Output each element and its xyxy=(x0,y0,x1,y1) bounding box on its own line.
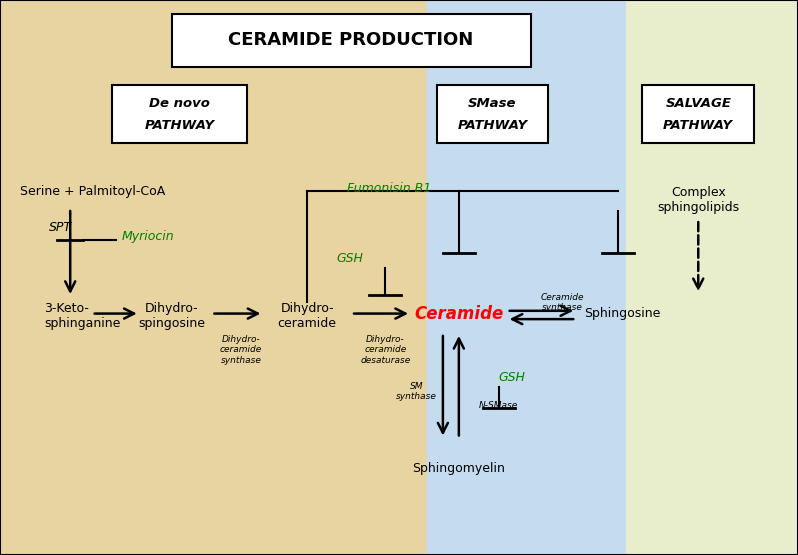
Text: De novo: De novo xyxy=(149,97,210,110)
Text: Complex
sphingolipids: Complex sphingolipids xyxy=(658,186,739,214)
FancyBboxPatch shape xyxy=(172,14,531,67)
Text: SALVAGE: SALVAGE xyxy=(666,97,731,110)
Text: SMase: SMase xyxy=(468,97,516,110)
Text: GSH: GSH xyxy=(336,251,363,265)
Text: N-SMase: N-SMase xyxy=(479,401,519,410)
Text: Sphingomyelin: Sphingomyelin xyxy=(413,462,505,476)
Text: Serine + Palmitoyl-CoA: Serine + Palmitoyl-CoA xyxy=(20,185,165,198)
Text: SPT: SPT xyxy=(49,221,72,234)
Bar xyxy=(626,0,798,555)
Text: GSH: GSH xyxy=(498,371,525,384)
Text: Sphingosine: Sphingosine xyxy=(584,307,661,320)
Text: Dihydro-
ceramide
desaturase: Dihydro- ceramide desaturase xyxy=(361,335,410,365)
Text: Dihydro-
ceramide
synthase: Dihydro- ceramide synthase xyxy=(220,335,262,365)
Text: Ceramide
synthase: Ceramide synthase xyxy=(541,293,584,312)
Text: PATHWAY: PATHWAY xyxy=(663,119,733,133)
Text: CERAMIDE PRODUCTION: CERAMIDE PRODUCTION xyxy=(228,31,474,49)
Text: Fumonisin B1: Fumonisin B1 xyxy=(347,182,432,195)
Text: Dihydro-
ceramide: Dihydro- ceramide xyxy=(278,302,337,330)
Text: Dihydro-
spingosine: Dihydro- spingosine xyxy=(138,302,205,330)
Text: 3-Keto-
sphinganine: 3-Keto- sphinganine xyxy=(44,302,120,330)
Text: Ceramide: Ceramide xyxy=(414,305,504,322)
Bar xyxy=(427,0,626,555)
Text: Myriocin: Myriocin xyxy=(121,230,174,243)
FancyBboxPatch shape xyxy=(437,84,548,143)
FancyBboxPatch shape xyxy=(642,84,754,143)
Text: PATHWAY: PATHWAY xyxy=(144,119,215,133)
Text: PATHWAY: PATHWAY xyxy=(457,119,527,133)
Text: SM
synthase: SM synthase xyxy=(396,382,437,401)
FancyBboxPatch shape xyxy=(112,84,247,143)
Bar xyxy=(0,0,427,555)
